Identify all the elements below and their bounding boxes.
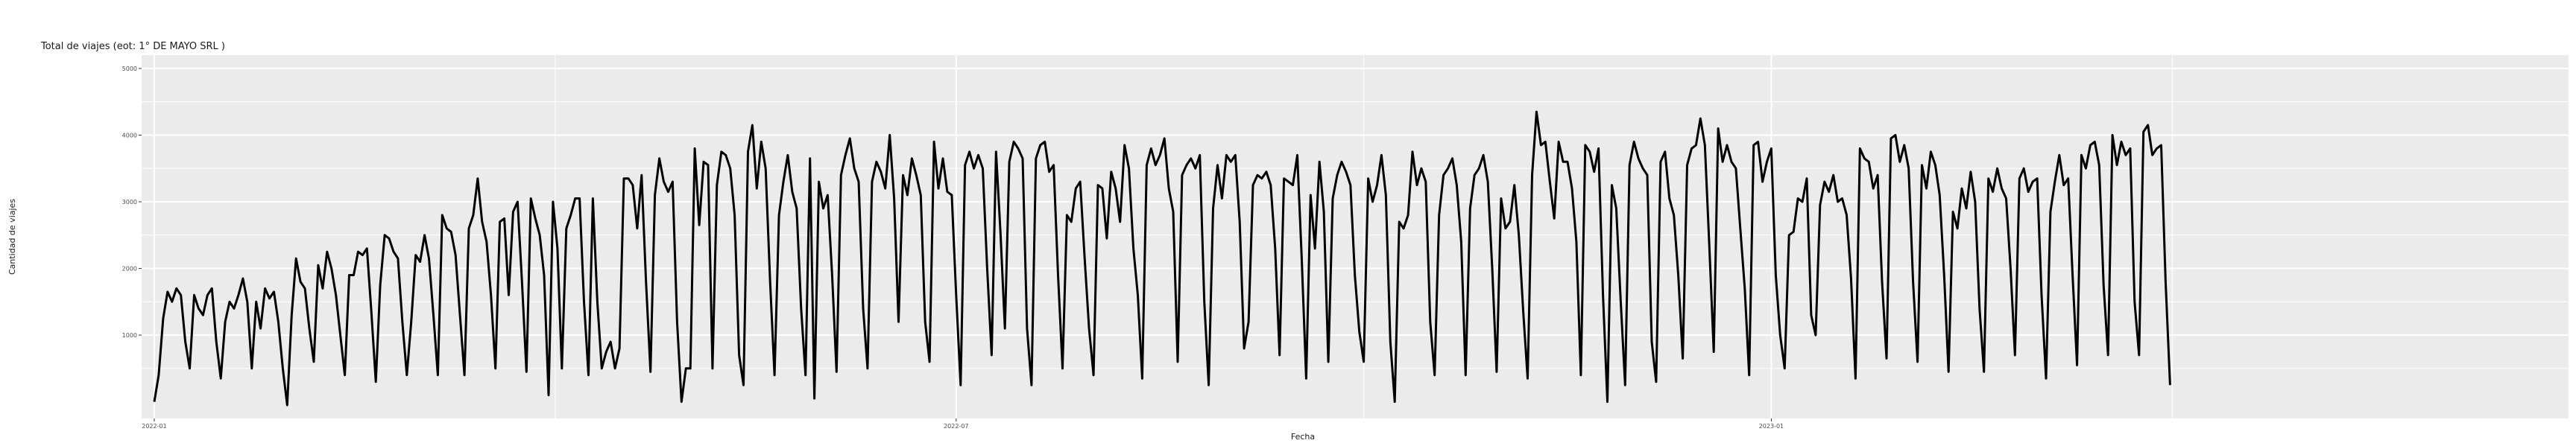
y-tick-label: 2000 bbox=[122, 266, 137, 273]
y-axis: 1000 2000 3000 4000 5000 bbox=[122, 66, 142, 339]
x-axis: 2022-01 2022-07 2023-01 bbox=[142, 418, 1784, 430]
y-tick-label: 3000 bbox=[122, 199, 137, 206]
y-tick-label: 1000 bbox=[122, 332, 137, 339]
x-tick-label: 2022-07 bbox=[944, 423, 968, 430]
chart-title: Total de viajes (eot: 1° DE MAYO SRL ) bbox=[40, 41, 225, 52]
y-tick-label: 5000 bbox=[122, 66, 137, 72]
series-line bbox=[153, 110, 2171, 407]
x-axis-label: Fecha bbox=[1291, 432, 1315, 442]
x-tick-label: 2023-01 bbox=[1759, 423, 1784, 430]
x-tick-label: 2022-01 bbox=[142, 423, 166, 430]
y-tick-label: 4000 bbox=[122, 132, 137, 138]
y-axis-label: Cantidad de viajes bbox=[7, 199, 17, 275]
